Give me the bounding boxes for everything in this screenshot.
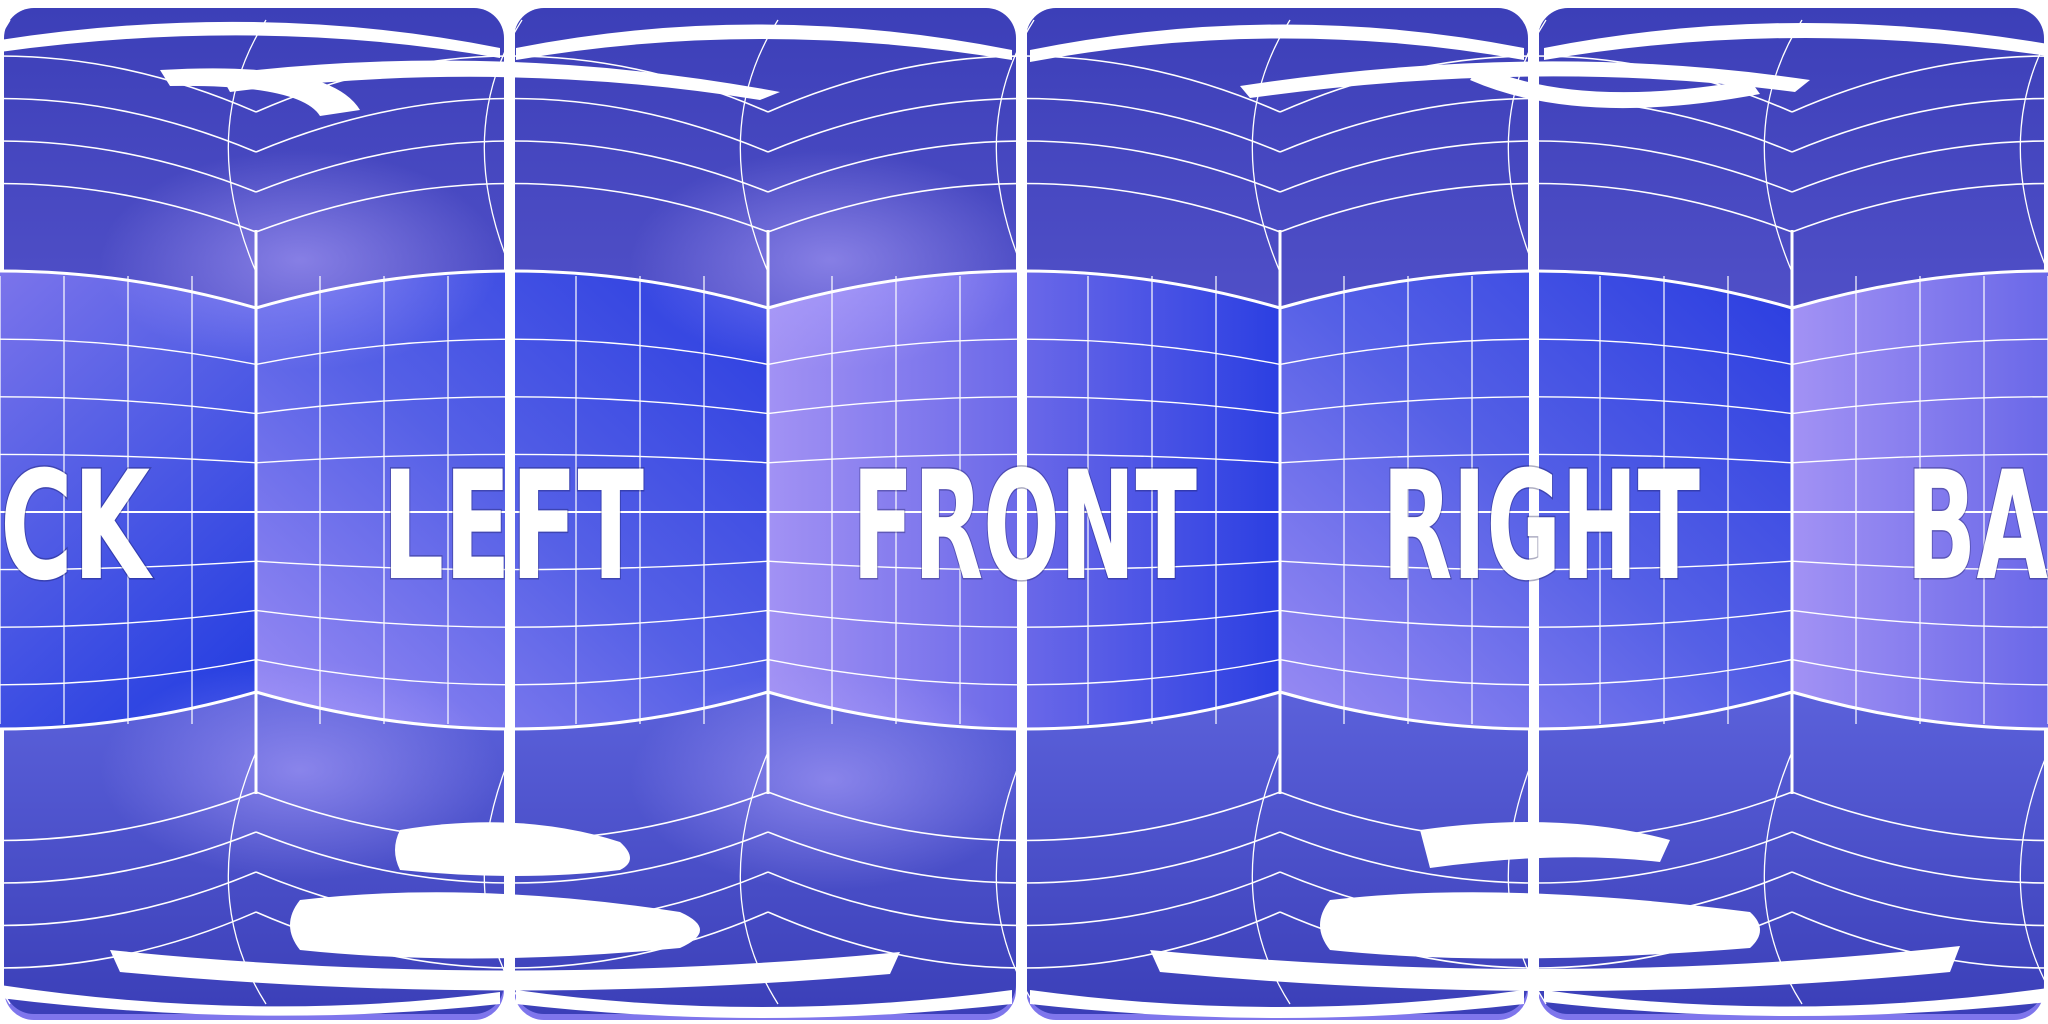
bottom-letter-o xyxy=(290,892,700,959)
floor-arc xyxy=(0,831,257,884)
label-back-left: CK xyxy=(0,440,153,614)
grid-h-line xyxy=(1791,560,2048,571)
pole-meridian xyxy=(1763,19,1803,273)
bottom-arc-left xyxy=(110,950,900,991)
bottom-letter-m xyxy=(1420,822,1670,868)
grid-h-line xyxy=(1791,338,2048,366)
pole-meridian xyxy=(739,19,779,273)
top-arc-right xyxy=(1240,61,1810,98)
ceiling-arc xyxy=(1791,55,2048,113)
top-band-3 xyxy=(1544,22,2048,61)
bottom-band-1 xyxy=(516,990,1012,1018)
panel-gap xyxy=(1017,0,1027,1024)
bottom-band-0 xyxy=(0,985,500,1016)
pole-meridian xyxy=(2019,751,2048,989)
glow-2 xyxy=(100,660,500,880)
pole-meridian xyxy=(1251,19,1291,273)
glow-3 xyxy=(630,670,1030,890)
pole-decorations xyxy=(0,21,2048,1018)
panel-gap xyxy=(505,0,515,1024)
ceiling-arc xyxy=(0,140,257,193)
bottom-band-3 xyxy=(1544,988,2048,1016)
grid-h-line xyxy=(1791,609,2048,628)
grid-h-line xyxy=(1791,658,2048,686)
floor-arc xyxy=(1791,791,2048,842)
grid-h-line xyxy=(1791,453,2048,464)
label-left: LEFT xyxy=(382,440,644,614)
ceiling-arc xyxy=(1791,182,2048,233)
top-band-2 xyxy=(1030,24,1524,62)
top-arc-left-2 xyxy=(220,60,780,100)
top-band-0 xyxy=(0,21,500,58)
floor-arc xyxy=(1791,871,2048,927)
bottom-letter-b xyxy=(395,822,630,876)
label-right: RIGHT xyxy=(1382,440,1700,614)
panel-gap xyxy=(1529,0,1539,1024)
label-back-right: BA xyxy=(1906,440,2048,614)
ceiling-arc xyxy=(1791,140,2048,193)
face-bottom-edge xyxy=(1791,690,2048,731)
face-labels: CK LEFT FRONT RIGHT BA xyxy=(0,439,2048,616)
top-band-1 xyxy=(516,24,1012,60)
ceiling-arc xyxy=(0,182,257,233)
bottom-band-2 xyxy=(1030,990,1524,1018)
ceiling-arc xyxy=(0,97,257,153)
floor-arc xyxy=(0,871,257,927)
bottom-letter-o-right xyxy=(1320,892,1760,959)
top-arc-right-2 xyxy=(1470,66,1760,109)
floor-arc xyxy=(1791,911,2048,969)
face-bottom-edge xyxy=(0,690,257,731)
label-front: FRONT xyxy=(852,440,1197,614)
floor-arc xyxy=(0,791,257,842)
pole-meridian xyxy=(227,19,267,273)
ceiling-arc xyxy=(1791,97,2048,153)
bottom-arc-right xyxy=(1150,946,1960,991)
glow-1 xyxy=(630,150,1030,370)
floor-arc xyxy=(0,911,257,969)
grid-h-line xyxy=(1791,396,2048,415)
face-top-edge xyxy=(1791,269,2048,310)
floor-arc xyxy=(1791,831,2048,884)
glow-0 xyxy=(100,150,500,370)
